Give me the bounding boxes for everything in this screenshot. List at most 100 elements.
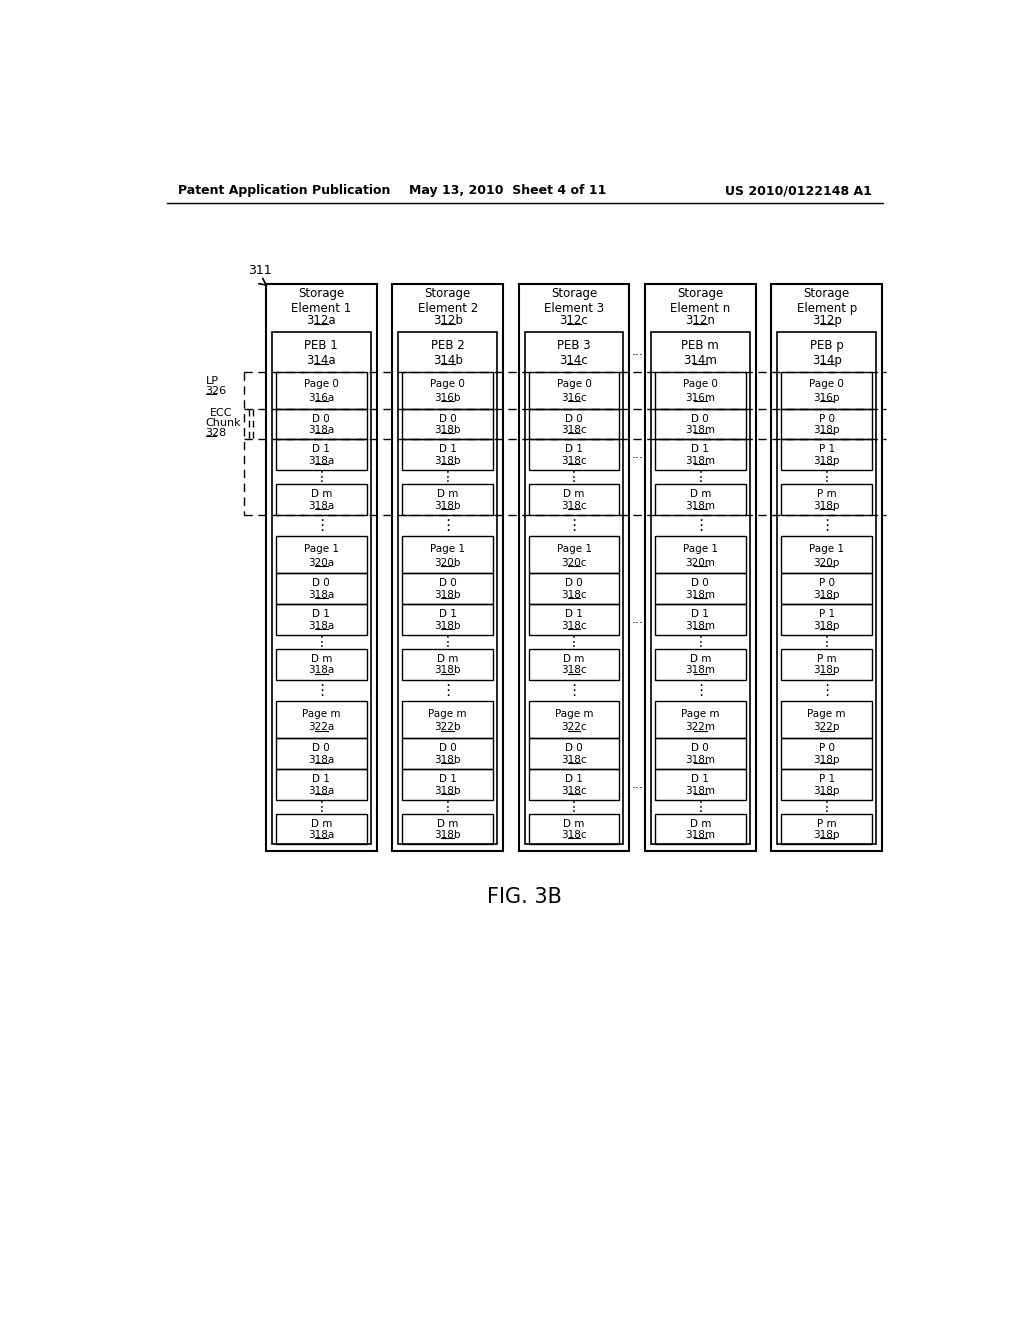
Bar bbox=[276, 573, 367, 605]
Text: ⋮: ⋮ bbox=[692, 519, 708, 533]
Text: 318p: 318p bbox=[813, 590, 840, 601]
Text: ⋮: ⋮ bbox=[819, 682, 835, 698]
Text: D m: D m bbox=[689, 818, 711, 829]
Bar bbox=[276, 813, 367, 845]
Text: Page 0: Page 0 bbox=[557, 379, 592, 389]
Text: 318m: 318m bbox=[685, 620, 716, 631]
Bar bbox=[276, 738, 367, 770]
Text: Patent Application Publication: Patent Application Publication bbox=[178, 185, 391, 197]
Text: D m: D m bbox=[563, 653, 585, 664]
Bar bbox=[528, 484, 620, 515]
Text: D m: D m bbox=[689, 653, 711, 664]
Bar bbox=[781, 372, 872, 409]
Bar bbox=[771, 284, 882, 850]
Text: 320p: 320p bbox=[813, 557, 840, 568]
Bar bbox=[781, 649, 872, 680]
Bar bbox=[398, 331, 497, 845]
Text: 318m: 318m bbox=[685, 830, 716, 841]
Text: D 0: D 0 bbox=[312, 743, 330, 754]
Text: ...: ... bbox=[631, 449, 643, 462]
Text: D 0: D 0 bbox=[691, 743, 710, 754]
Text: 322a: 322a bbox=[308, 722, 335, 733]
Text: 318m: 318m bbox=[685, 590, 716, 601]
Bar bbox=[777, 331, 876, 845]
Bar bbox=[655, 484, 745, 515]
Text: ⋮: ⋮ bbox=[440, 682, 456, 698]
Text: ⋮: ⋮ bbox=[692, 682, 708, 698]
Text: 318b: 318b bbox=[434, 620, 461, 631]
Text: 318c: 318c bbox=[561, 785, 587, 796]
Text: D m: D m bbox=[310, 818, 332, 829]
Text: P 1: P 1 bbox=[818, 445, 835, 454]
Bar bbox=[518, 284, 630, 850]
Text: Page 1: Page 1 bbox=[430, 544, 465, 554]
Text: D 1: D 1 bbox=[691, 610, 710, 619]
Text: ⋮: ⋮ bbox=[819, 519, 835, 533]
Bar bbox=[528, 770, 620, 800]
Text: 318c: 318c bbox=[561, 425, 587, 436]
Text: D m: D m bbox=[437, 818, 459, 829]
Text: 312b: 312b bbox=[433, 314, 463, 327]
Text: Chunk: Chunk bbox=[206, 417, 241, 428]
Text: 318c: 318c bbox=[561, 590, 587, 601]
Text: 314b: 314b bbox=[433, 354, 463, 367]
Text: D 0: D 0 bbox=[691, 413, 710, 424]
Text: 318a: 318a bbox=[308, 830, 335, 841]
Bar bbox=[781, 536, 872, 573]
Bar bbox=[276, 409, 367, 440]
Text: P m: P m bbox=[817, 653, 837, 664]
Bar bbox=[528, 440, 620, 470]
Text: 320m: 320m bbox=[685, 557, 716, 568]
Text: 312c: 312c bbox=[560, 314, 589, 327]
Text: ⋮: ⋮ bbox=[314, 635, 329, 649]
Text: D 1: D 1 bbox=[438, 445, 457, 454]
Text: ⋮: ⋮ bbox=[567, 470, 581, 484]
Bar bbox=[528, 738, 620, 770]
Bar bbox=[781, 484, 872, 515]
Text: 316c: 316c bbox=[561, 393, 587, 403]
Text: ...: ... bbox=[631, 345, 643, 358]
Bar bbox=[402, 605, 493, 635]
Text: Storage
Element n: Storage Element n bbox=[671, 286, 730, 315]
Bar bbox=[655, 605, 745, 635]
Bar bbox=[781, 409, 872, 440]
Text: D 0: D 0 bbox=[439, 413, 457, 424]
Text: 318m: 318m bbox=[685, 500, 716, 511]
Text: ECC: ECC bbox=[210, 408, 232, 418]
Bar bbox=[655, 738, 745, 770]
Text: 316m: 316m bbox=[685, 393, 716, 403]
Text: D 1: D 1 bbox=[565, 774, 583, 784]
Text: ⋮: ⋮ bbox=[693, 800, 708, 813]
Text: P 0: P 0 bbox=[818, 578, 835, 589]
Text: 316b: 316b bbox=[434, 393, 461, 403]
Text: D m: D m bbox=[437, 653, 459, 664]
Text: 318b: 318b bbox=[434, 425, 461, 436]
Bar bbox=[402, 372, 493, 409]
Text: D m: D m bbox=[563, 490, 585, 499]
Text: 318p: 318p bbox=[813, 755, 840, 764]
Text: D 1: D 1 bbox=[312, 610, 331, 619]
Text: 318m: 318m bbox=[685, 425, 716, 436]
Text: P m: P m bbox=[817, 490, 837, 499]
Bar bbox=[276, 649, 367, 680]
Bar bbox=[276, 372, 367, 409]
Bar bbox=[402, 813, 493, 845]
Text: 318a: 318a bbox=[308, 455, 335, 466]
Bar bbox=[781, 738, 872, 770]
Text: D 1: D 1 bbox=[312, 445, 331, 454]
Text: 318p: 318p bbox=[813, 785, 840, 796]
Text: 318a: 318a bbox=[308, 500, 335, 511]
Bar bbox=[655, 440, 745, 470]
Bar bbox=[655, 573, 745, 605]
Text: 318p: 318p bbox=[813, 620, 840, 631]
Bar bbox=[528, 813, 620, 845]
Bar bbox=[402, 536, 493, 573]
Bar bbox=[276, 605, 367, 635]
Text: ⋮: ⋮ bbox=[566, 682, 582, 698]
Text: Page 0: Page 0 bbox=[683, 379, 718, 389]
Text: US 2010/0122148 A1: US 2010/0122148 A1 bbox=[725, 185, 872, 197]
Text: 318b: 318b bbox=[434, 785, 461, 796]
Text: PEB 2: PEB 2 bbox=[431, 339, 465, 352]
Text: Page 1: Page 1 bbox=[304, 544, 339, 554]
Bar bbox=[392, 284, 503, 850]
